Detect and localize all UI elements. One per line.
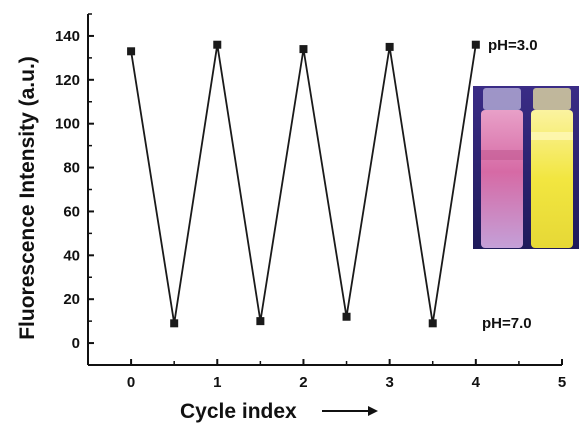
data-point bbox=[170, 319, 179, 328]
series-markers bbox=[127, 40, 480, 328]
data-point bbox=[127, 47, 136, 56]
x-tick-label: 2 bbox=[299, 374, 307, 391]
y-tick-label: 100 bbox=[55, 116, 80, 133]
y-tick-label: 140 bbox=[55, 28, 80, 45]
x-tick-label: 5 bbox=[558, 374, 566, 391]
vial-left bbox=[481, 110, 523, 248]
annotation-ph-7: pH=7.0 bbox=[482, 315, 532, 332]
y-tick-label: 60 bbox=[63, 203, 80, 220]
x-axis-arrow-icon bbox=[322, 406, 378, 416]
x-tick-label: 4 bbox=[472, 374, 481, 391]
y-tick-label: 120 bbox=[55, 72, 80, 89]
x-axis-title: Cycle index bbox=[180, 400, 297, 423]
y-tick-label: 40 bbox=[63, 247, 80, 264]
data-point bbox=[428, 319, 437, 328]
data-point bbox=[471, 40, 480, 49]
data-point bbox=[385, 42, 394, 51]
y-tick-label: 80 bbox=[63, 160, 80, 177]
x-tick-label: 0 bbox=[127, 374, 135, 391]
y-ticks: 0 20 40 60 80 100 120 140 bbox=[55, 13, 94, 352]
x-ticks: 0 1 2 3 4 5 bbox=[87, 359, 566, 391]
inset-photo bbox=[473, 86, 579, 249]
data-point bbox=[299, 45, 308, 54]
annotation-ph-3: pH=3.0 bbox=[488, 37, 538, 54]
y-tick-label: 20 bbox=[63, 291, 80, 308]
y-tick-label: 0 bbox=[72, 335, 80, 352]
x-tick-label: 1 bbox=[213, 374, 221, 391]
data-point bbox=[342, 312, 351, 321]
x-tick-label: 3 bbox=[385, 374, 393, 391]
vial-right-cap bbox=[533, 88, 571, 110]
data-point bbox=[256, 317, 265, 326]
data-point bbox=[213, 40, 222, 49]
series-line bbox=[130, 44, 477, 324]
y-axis-title: Fluorescence Intensity (a.u.) bbox=[16, 56, 39, 340]
vial-left-cap bbox=[483, 88, 521, 110]
vial-right bbox=[531, 110, 573, 248]
